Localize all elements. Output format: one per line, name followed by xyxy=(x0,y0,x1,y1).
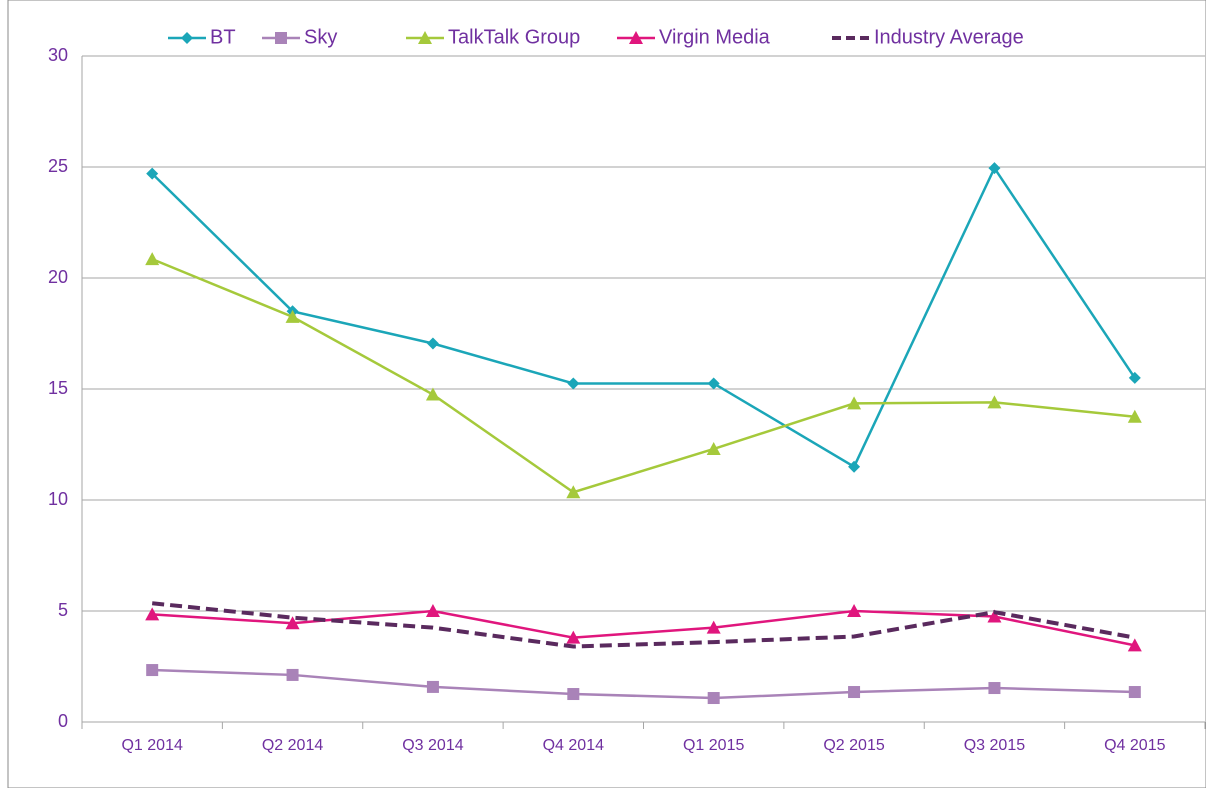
legend-marker xyxy=(275,32,287,44)
legend-label: Virgin Media xyxy=(659,26,771,48)
legend-label: TalkTalk Group xyxy=(448,26,580,48)
frame xyxy=(7,0,1206,789)
point xyxy=(707,377,720,390)
x-tick-label: Q2 2014 xyxy=(262,737,323,754)
point xyxy=(988,682,1001,695)
point xyxy=(1127,638,1142,652)
point xyxy=(988,162,1001,175)
legend-label: Sky xyxy=(304,26,337,48)
legend-label: BT xyxy=(210,26,236,48)
y-tick-label: 25 xyxy=(48,156,68,176)
series-line xyxy=(152,668,1135,700)
point xyxy=(847,604,862,617)
legend-marker xyxy=(629,31,643,44)
point xyxy=(848,460,861,473)
point xyxy=(146,167,159,180)
point xyxy=(987,609,1002,623)
legend-label: Industry Average xyxy=(874,26,1024,48)
y-tick-label: 5 xyxy=(58,600,68,620)
point xyxy=(1127,409,1142,423)
point xyxy=(1128,371,1141,384)
x-tick-label: Q3 2015 xyxy=(964,737,1025,754)
point xyxy=(145,252,160,266)
point xyxy=(425,387,440,401)
series-line xyxy=(151,601,1136,649)
point xyxy=(567,688,580,701)
y-tick-label: 10 xyxy=(48,489,68,509)
y-tick-label: 0 xyxy=(58,711,68,731)
point xyxy=(286,668,299,681)
x-tick-label: Q4 2014 xyxy=(543,737,604,754)
point xyxy=(707,692,720,705)
legend-marker xyxy=(418,31,432,44)
series-line xyxy=(151,165,1136,469)
point xyxy=(426,680,439,693)
point xyxy=(426,337,439,350)
x-tick-label: Q1 2014 xyxy=(121,737,182,754)
point xyxy=(285,309,300,323)
x-tick-label: Q1 2015 xyxy=(683,737,744,754)
point xyxy=(146,664,159,677)
point xyxy=(566,485,581,499)
x-tick-label: Q3 2014 xyxy=(402,737,463,754)
series-line xyxy=(151,257,1135,494)
x-tick-label: Q4 2015 xyxy=(1104,737,1165,754)
y-tick-label: 20 xyxy=(48,267,68,287)
point xyxy=(425,604,440,617)
point xyxy=(145,607,160,621)
point xyxy=(706,620,721,634)
y-tick-label: 15 xyxy=(48,378,68,398)
point xyxy=(706,441,721,455)
point xyxy=(847,396,862,410)
y-tick-label: 30 xyxy=(48,45,68,65)
point xyxy=(567,377,580,390)
legend-marker xyxy=(181,32,193,44)
point xyxy=(1128,686,1141,699)
point xyxy=(566,630,581,644)
x-tick-label: Q2 2015 xyxy=(823,737,884,754)
point xyxy=(987,395,1002,409)
point xyxy=(848,686,861,699)
point xyxy=(285,616,300,630)
